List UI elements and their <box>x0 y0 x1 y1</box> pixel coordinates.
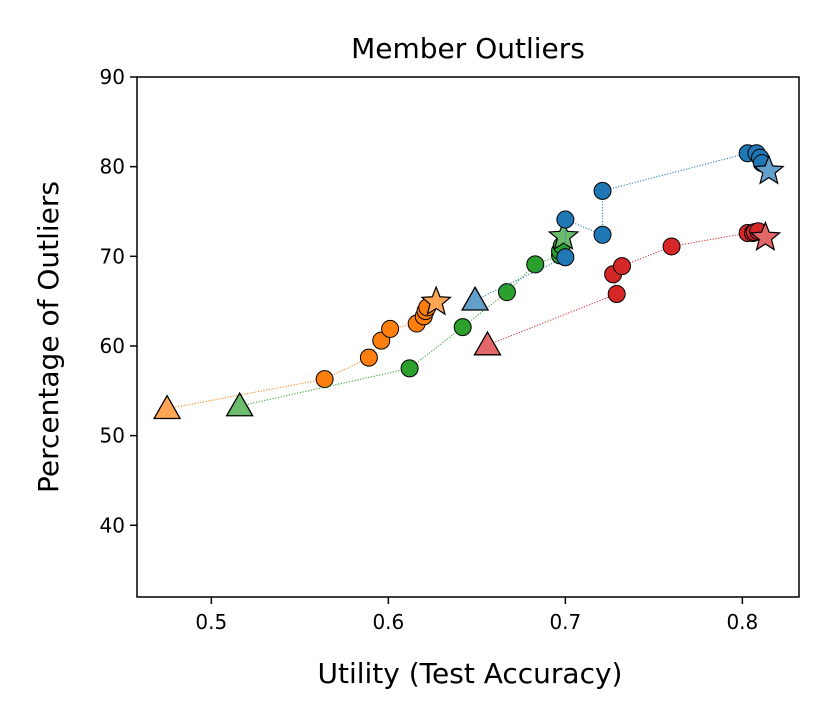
series-line <box>487 230 766 346</box>
start-marker <box>460 285 490 311</box>
x-tick-label: 0.8 <box>726 610 758 634</box>
data-point <box>662 237 681 256</box>
data-point <box>381 319 400 338</box>
y-tick-label: 50 <box>100 424 125 448</box>
y-axis: 40 50 60 70 80 90 <box>100 65 137 537</box>
data-point <box>556 210 575 229</box>
series-line <box>239 236 565 407</box>
end-marker <box>420 285 452 316</box>
y-axis-label: Percentage of Outliers <box>32 181 65 493</box>
y-tick-label: 70 <box>100 244 125 268</box>
data-point <box>556 248 575 267</box>
data-point <box>593 181 612 200</box>
data-point <box>497 283 516 302</box>
data-point <box>359 348 378 367</box>
data-point <box>400 359 419 378</box>
start-marker <box>473 330 502 356</box>
chart-title: Member Outliers <box>351 32 585 65</box>
axes-frame <box>136 76 800 598</box>
y-tick-label: 60 <box>100 334 125 358</box>
data-point <box>526 255 545 274</box>
end-marker <box>753 154 785 185</box>
series-3 <box>473 220 782 356</box>
data-point <box>593 225 612 244</box>
start-marker <box>152 394 182 420</box>
end-marker <box>547 219 580 251</box>
data-point <box>612 257 631 276</box>
x-axis: 0.5 0.6 0.7 0.8 <box>195 597 758 634</box>
data-point <box>453 318 472 337</box>
end-marker <box>749 220 782 251</box>
y-tick-label: 80 <box>100 155 125 179</box>
series-line <box>474 152 770 301</box>
y-tick-label: 90 <box>100 65 125 89</box>
series-line <box>166 301 437 410</box>
series-2 <box>460 144 785 311</box>
x-tick-label: 0.6 <box>372 610 404 634</box>
series-1 <box>225 219 580 417</box>
data-point <box>607 284 626 303</box>
y-tick-label: 40 <box>100 513 125 537</box>
x-tick-label: 0.5 <box>195 610 227 634</box>
series-0 <box>152 285 452 420</box>
data-point <box>315 370 334 389</box>
x-tick-label: 0.7 <box>549 610 581 634</box>
x-axis-label: Utility (Test Accuracy) <box>318 657 623 690</box>
start-marker <box>225 391 254 417</box>
plot-area <box>152 144 785 420</box>
